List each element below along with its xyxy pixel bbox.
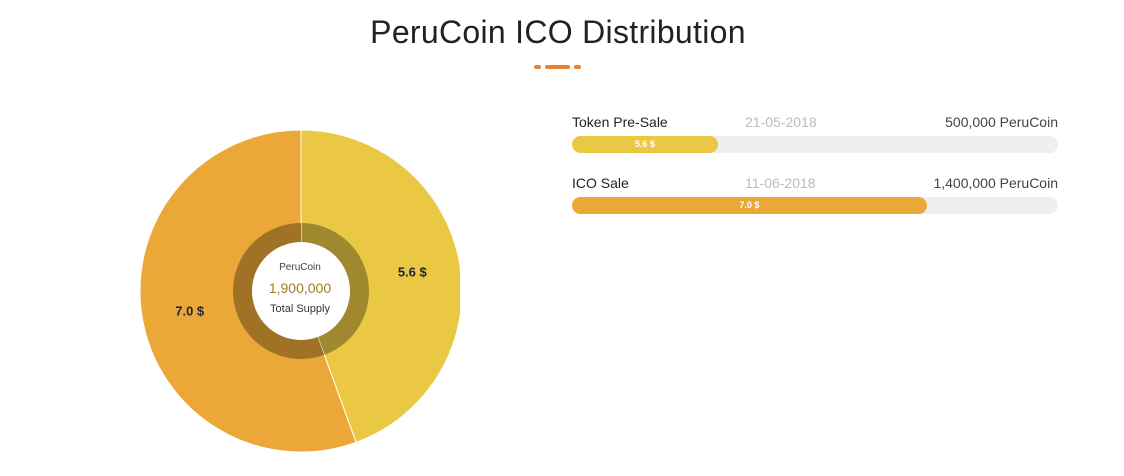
ico-progress: ICO Sale 11-06-2018 1,400,000 PeruCoin 7…: [572, 175, 1058, 214]
center-coin-name: PeruCoin: [279, 262, 321, 273]
ico-progress-track: 7.0 $: [572, 197, 1058, 214]
presale-date: 21-05-2018: [745, 114, 817, 130]
page-title: PeruCoin ICO Distribution: [370, 14, 746, 50]
ico-amount: 1,400,000 PeruCoin: [933, 175, 1058, 191]
presale-amount: 500,000 PeruCoin: [945, 114, 1058, 130]
ico-label: ICO Sale: [572, 175, 629, 191]
ico-progress-fill: 7.0 $: [572, 197, 927, 214]
donut-center: PeruCoin 1,900,000 Total Supply: [251, 242, 349, 340]
presale-progress: Token Pre-Sale 21-05-2018 500,000 PeruCo…: [572, 114, 1058, 153]
donut-slice-label-0: 5.6 $: [398, 264, 428, 279]
presale-label: Token Pre-Sale: [572, 114, 668, 130]
donut-hole: [252, 242, 350, 340]
center-total-value: 1,900,000: [268, 280, 332, 296]
donut-slice-0: [300, 130, 460, 443]
presale-progress-track: 5.6 $: [572, 136, 1058, 153]
ico-date: 11-06-2018: [745, 175, 816, 191]
title-divider: [534, 65, 584, 69]
center-total-label: Total Supply: [270, 303, 330, 315]
presale-progress-fill: 5.6 $: [572, 136, 718, 153]
distribution-donut-chart: 5.6 $ 7.0 $: [140, 130, 460, 452]
donut-slice-label-1: 7.0 $: [175, 304, 205, 319]
